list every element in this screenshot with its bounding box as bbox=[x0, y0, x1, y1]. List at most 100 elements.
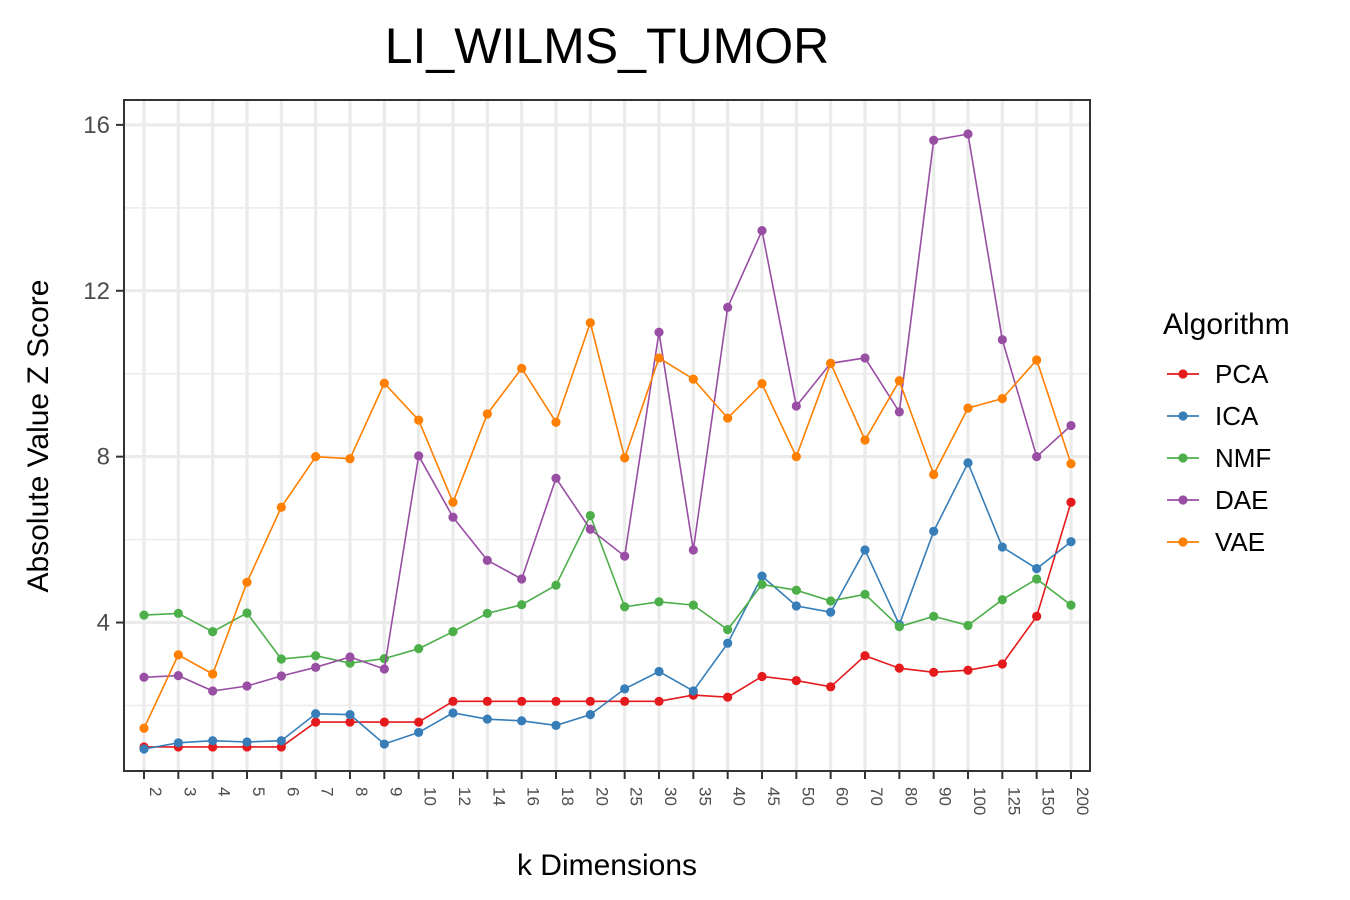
data-point-vae bbox=[1032, 355, 1042, 365]
legend-item-dae: DAE bbox=[1167, 485, 1268, 515]
x-tick-label: 30 bbox=[661, 787, 680, 806]
data-point-dae bbox=[723, 302, 733, 312]
data-point-pca bbox=[860, 651, 870, 661]
data-point-pca bbox=[654, 696, 664, 706]
data-point-vae bbox=[585, 318, 595, 328]
data-point-nmf bbox=[379, 654, 389, 664]
data-point-nmf bbox=[929, 611, 939, 621]
data-point-pca bbox=[517, 696, 527, 706]
x-tick-label: 20 bbox=[592, 787, 611, 806]
x-tick-label: 6 bbox=[283, 787, 302, 796]
x-tick-label: 45 bbox=[764, 787, 783, 806]
legend-key-point bbox=[1178, 411, 1188, 421]
data-point-dae bbox=[894, 407, 904, 417]
data-point-ica bbox=[482, 714, 492, 724]
data-point-dae bbox=[620, 551, 630, 561]
legend-item-pca: PCA bbox=[1167, 359, 1269, 389]
data-point-dae bbox=[448, 512, 458, 522]
x-axis-title: k Dimensions bbox=[517, 849, 697, 882]
x-tick-label: 40 bbox=[730, 787, 749, 806]
data-point-nmf bbox=[139, 610, 149, 620]
data-point-vae bbox=[517, 363, 527, 373]
legend-item-nmf: NMF bbox=[1167, 443, 1271, 473]
data-point-pca bbox=[894, 663, 904, 673]
y-tick-label: 12 bbox=[83, 278, 110, 305]
data-point-ica bbox=[1032, 564, 1042, 574]
data-point-nmf bbox=[757, 579, 767, 589]
data-point-pca bbox=[791, 675, 801, 686]
data-point-nmf bbox=[688, 600, 698, 610]
data-point-vae bbox=[276, 502, 286, 512]
x-tick-label: 2 bbox=[146, 787, 165, 796]
data-point-pca bbox=[723, 692, 733, 702]
x-tick-label: 14 bbox=[489, 787, 508, 806]
x-tick-label: 25 bbox=[627, 787, 646, 806]
data-point-vae bbox=[757, 379, 767, 389]
legend: Algorithm PCA ICA NMF DAE VAE bbox=[1163, 308, 1290, 557]
data-point-nmf bbox=[173, 608, 183, 619]
data-point-vae bbox=[1066, 459, 1076, 469]
x-tick-label: 125 bbox=[1004, 787, 1023, 815]
data-point-ica bbox=[997, 542, 1007, 552]
data-point-vae bbox=[242, 577, 252, 587]
data-point-pca bbox=[757, 671, 767, 682]
data-point-pca bbox=[963, 665, 973, 675]
x-tick-label: 8 bbox=[352, 787, 371, 796]
data-point-pca bbox=[620, 696, 630, 706]
data-point-dae bbox=[482, 555, 492, 565]
chart-title: LI_WILMS_TUMOR bbox=[385, 18, 830, 74]
x-axis: 2 3 4 5 6 7 8 9 10 12 14 16 18 20 25 30 35 40 45 50 60 70 80 90… bbox=[143, 771, 1092, 815]
data-point-nmf bbox=[585, 510, 595, 521]
data-point-ica bbox=[654, 666, 664, 677]
data-point-nmf bbox=[311, 651, 321, 661]
data-point-ica bbox=[311, 709, 321, 719]
data-point-nmf bbox=[517, 600, 527, 610]
data-point-dae bbox=[276, 671, 286, 681]
data-point-nmf bbox=[482, 608, 492, 619]
x-tick-label: 80 bbox=[901, 787, 920, 806]
y-axis-title: Absolute Value Z Score bbox=[22, 280, 55, 593]
data-point-ica bbox=[929, 526, 939, 536]
data-point-dae bbox=[997, 335, 1007, 345]
data-point-vae bbox=[963, 403, 973, 413]
data-point-ica bbox=[173, 738, 183, 748]
data-point-ica bbox=[963, 458, 973, 468]
x-tick-label: 16 bbox=[524, 787, 543, 806]
data-point-pca bbox=[311, 717, 321, 727]
data-point-nmf bbox=[963, 620, 973, 631]
data-point-ica bbox=[757, 571, 767, 581]
data-point-nmf bbox=[654, 597, 664, 607]
data-point-pca bbox=[929, 667, 939, 677]
data-point-ica bbox=[242, 737, 252, 747]
data-point-nmf bbox=[414, 644, 424, 654]
legend-item-ica: ICA bbox=[1167, 401, 1259, 431]
x-tick-label: 9 bbox=[386, 787, 405, 796]
data-point-dae bbox=[791, 401, 801, 411]
data-point-dae bbox=[345, 652, 355, 662]
series-line-dae bbox=[143, 133, 1072, 692]
data-point-nmf bbox=[723, 624, 733, 635]
data-point-dae bbox=[208, 686, 218, 696]
data-point-vae bbox=[688, 374, 698, 384]
series-nmf bbox=[139, 510, 1076, 668]
data-point-nmf bbox=[242, 608, 252, 618]
data-point-ica bbox=[139, 744, 149, 754]
x-tick-label: 100 bbox=[970, 787, 989, 815]
data-point-dae bbox=[139, 672, 149, 682]
data-point-vae bbox=[208, 669, 218, 679]
series-line-nmf bbox=[143, 513, 1072, 665]
data-point-nmf bbox=[1066, 600, 1076, 610]
data-point-pca bbox=[551, 696, 561, 706]
y-tick-label: 4 bbox=[97, 610, 110, 637]
data-point-ica bbox=[345, 709, 355, 720]
x-tick-label: 10 bbox=[421, 787, 440, 806]
legend-key-point bbox=[1178, 537, 1188, 547]
x-tick-label: 3 bbox=[180, 787, 199, 796]
legend-key-point bbox=[1178, 369, 1188, 379]
data-point-vae bbox=[894, 376, 904, 386]
data-point-dae bbox=[242, 681, 252, 691]
data-point-ica bbox=[517, 716, 527, 726]
legend-label: NMF bbox=[1215, 443, 1271, 473]
data-point-ica bbox=[688, 686, 698, 696]
